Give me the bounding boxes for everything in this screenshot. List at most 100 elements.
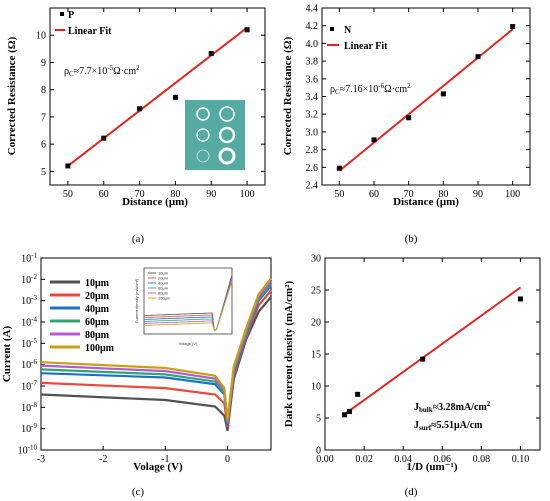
x-tick-label: 50 xyxy=(63,189,73,200)
iv-curve xyxy=(40,296,272,431)
contact-ring xyxy=(196,128,210,142)
y-axis-label-b: Corrected Resistance (Ω) xyxy=(282,36,294,155)
contact-ring xyxy=(218,147,236,165)
linear-fit-line xyxy=(343,286,522,415)
x-tick-label: 60 xyxy=(369,189,379,200)
data-point xyxy=(342,412,348,418)
legend-label-n: N xyxy=(344,25,352,36)
y-tick-label: 15 xyxy=(311,350,321,361)
legend-label: 10μm xyxy=(85,278,110,289)
panel-label-c: (c) xyxy=(132,486,145,498)
rho-annotation-b: ρC≈7.16×10-6Ω·cm2 xyxy=(330,82,411,96)
x-axis-label-c: Volage (V) xyxy=(133,461,183,473)
panel-c: -3 -2 -1 0 10-10 10-9 10-8 10-7 10-6 10-5 10-4 10-3… xyxy=(1,252,272,498)
data-point xyxy=(172,94,178,100)
y-axis-label-d: Dark current density (mA/cm²) xyxy=(283,280,295,427)
y-tick-label: 10-2 xyxy=(21,273,37,286)
inset-legend-label: 40μm xyxy=(158,281,169,286)
panel-a-frame xyxy=(49,7,266,186)
x-tick-label: 0 xyxy=(225,454,230,465)
x-tick-label: 90 xyxy=(206,189,216,200)
contact-ring xyxy=(196,149,210,163)
legend-label: 80μm xyxy=(85,330,110,341)
x-tick-label: 60 xyxy=(99,189,109,200)
y-axis-label-c: Current (A) xyxy=(1,326,13,383)
x-tick-label: 70 xyxy=(404,189,414,200)
contact-ring xyxy=(219,106,235,122)
y-tick-label: 10 xyxy=(311,382,321,393)
y-tick-label: 10-3 xyxy=(21,294,37,307)
data-point xyxy=(510,24,516,30)
y-tick-label: 5 xyxy=(316,414,321,425)
inset-photo-background xyxy=(185,100,245,170)
legend-label: 100μm xyxy=(85,343,115,354)
y-tick-label: 10-10 xyxy=(18,444,38,457)
data-point xyxy=(244,27,250,33)
inset-legend-label: 60μm xyxy=(158,286,169,291)
data-point xyxy=(208,50,214,56)
contact-ring xyxy=(196,107,210,121)
y-tick-label: 10-1 xyxy=(21,252,37,265)
legend-label-fit: Linear Fit xyxy=(68,26,112,37)
legend-b: N Linear Fit xyxy=(327,25,388,52)
j-surf-annotation: Jsurf≈5.51μA/cm xyxy=(414,420,483,432)
inset-curve xyxy=(143,281,233,332)
inset-y-label: Current density (mA/cm²) xyxy=(134,278,139,323)
panel-label-a: (a) xyxy=(132,233,145,245)
linear-fit-line xyxy=(338,28,514,172)
panel-c-frame xyxy=(40,257,272,451)
iv-curve xyxy=(40,289,272,428)
data-point xyxy=(420,356,426,362)
data-point xyxy=(475,54,481,60)
y-tick-label: 10-5 xyxy=(21,337,37,350)
x-tick-label: 0.00 xyxy=(316,454,334,465)
linear-fit-line xyxy=(67,26,248,167)
y-tick-label: 7 xyxy=(41,112,46,123)
y-tick-label: 10-4 xyxy=(21,316,37,329)
y-tick-label: 3.4 xyxy=(306,92,319,103)
data-point xyxy=(65,163,71,169)
inset-legend-label: 100μm xyxy=(158,296,171,301)
x-tick-label: 90 xyxy=(473,189,483,200)
y-tick-label: 3.6 xyxy=(306,74,319,85)
x-tick-label: 0.06 xyxy=(434,454,452,465)
y-tick-label: 10-8 xyxy=(21,401,37,414)
y-tick-label: 10-6 xyxy=(21,358,37,371)
y-tick-label: 2.4 xyxy=(306,181,319,192)
panel-d: 0.00 0.02 0.04 0.06 0.08 0.10 0 5 10 15 20 25 30 Jbu… xyxy=(283,254,541,498)
x-tick-label: 100 xyxy=(505,189,520,200)
y-tick-label: 2.6 xyxy=(306,163,319,174)
y-tick-label: 3.2 xyxy=(306,110,319,121)
data-point xyxy=(517,296,523,302)
x-axis-label-b: Distance (μm) xyxy=(393,196,459,208)
inset-x-label: Volage (V) xyxy=(179,341,198,346)
panel-label-d: (d) xyxy=(405,486,418,498)
y-axis-label-a: Corrected Resistance (Ω) xyxy=(6,36,18,155)
data-point xyxy=(371,137,377,143)
legend-label-fit: Linear Fit xyxy=(344,41,388,52)
legend-label: 40μm xyxy=(85,304,110,315)
inset-legend-label: 10μm xyxy=(158,271,169,276)
panel-b: 50 60 70 80 90 100 2.4 2.6 2.8 3.0 3.2 3.4 3.6 3.8 4.0… xyxy=(282,4,531,245)
panel-a: 50 60 70 80 90 100 5 6 7 8 9 10 P Linear Fit ρC≈7.7… xyxy=(6,7,266,245)
iv-curve xyxy=(40,277,272,421)
x-tick-label: -2 xyxy=(99,454,107,465)
y-tick-label: 4.2 xyxy=(306,21,319,32)
x-axis-label-d: 1/D (um⁻¹) xyxy=(407,461,458,473)
x-tick-label: 0.04 xyxy=(394,454,412,465)
data-point xyxy=(346,409,352,415)
y-tick-label: 3.0 xyxy=(306,127,319,138)
panel-label-b: (b) xyxy=(405,233,418,245)
x-tick-label: 0.08 xyxy=(473,454,491,465)
x-tick-label: 100 xyxy=(240,189,255,200)
y-tick-label: 4.0 xyxy=(306,39,319,50)
y-tick-label: 2.8 xyxy=(306,145,319,156)
x-tick-label: -3 xyxy=(37,454,45,465)
y-tick-label: 0 xyxy=(316,446,321,457)
legend-marker xyxy=(60,12,64,16)
x-tick-label: -1 xyxy=(161,454,169,465)
y-tick-label: 4.4 xyxy=(306,4,319,15)
y-tick-label: 6 xyxy=(41,140,46,151)
x-tick-label: 0.02 xyxy=(355,454,373,465)
